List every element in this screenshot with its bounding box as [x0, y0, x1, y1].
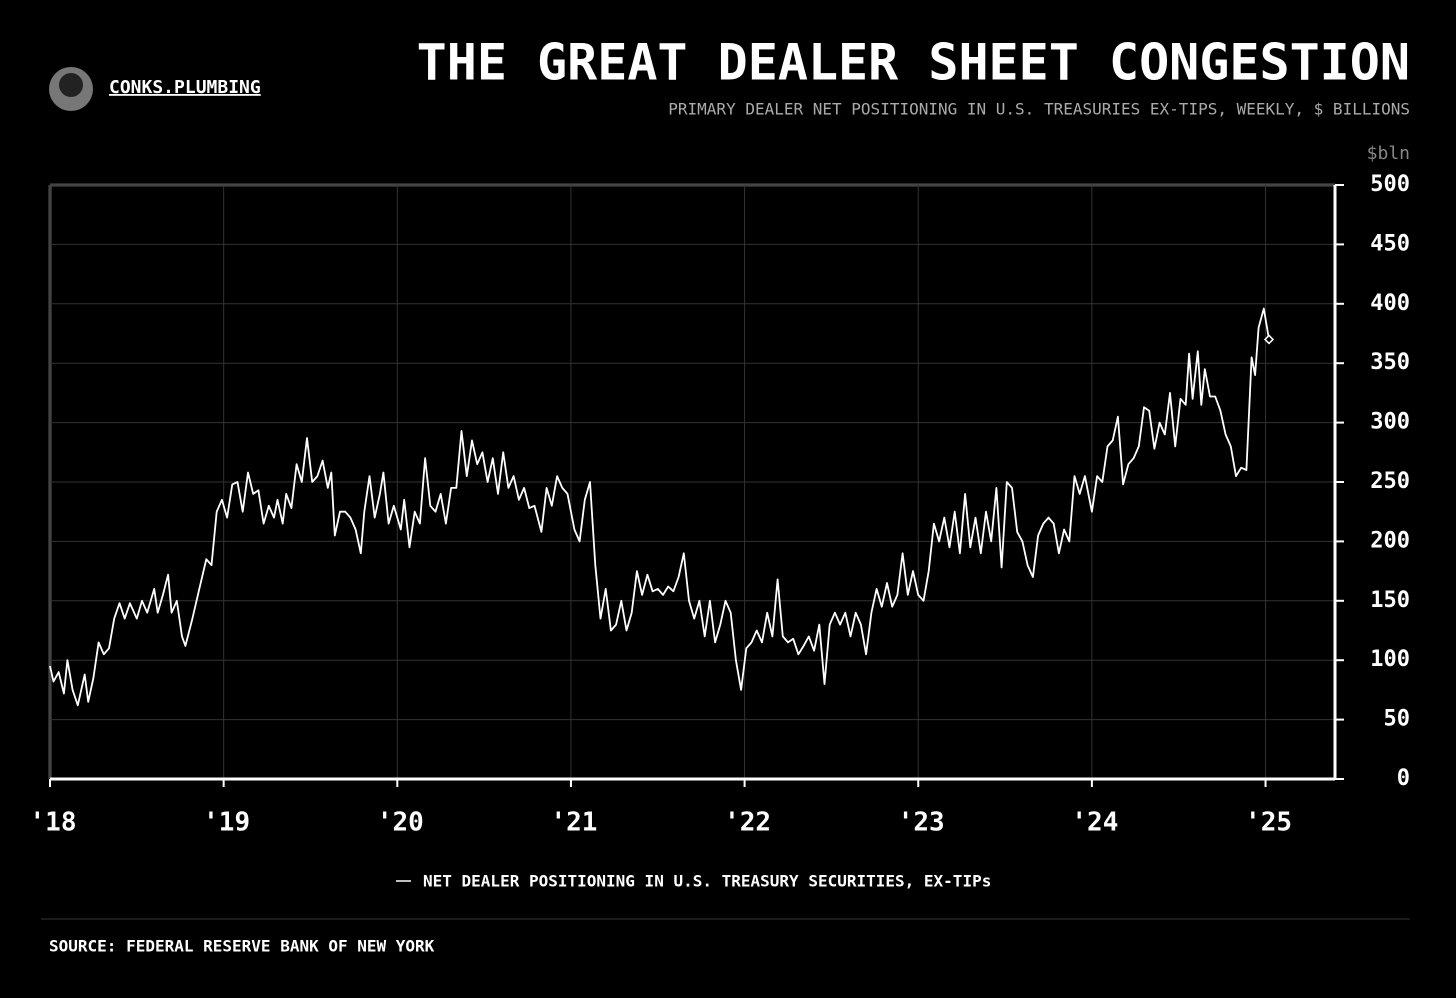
x-tick-label: '21 — [550, 808, 597, 838]
source: SOURCE: FEDERAL RESERVE BANK OF NEW YORK — [49, 937, 435, 956]
y-tick-label: 50 — [1384, 707, 1411, 732]
x-tick-label: '23 — [898, 808, 945, 838]
y-tick-label: 0 — [1397, 766, 1410, 791]
y-axis-label: $bln — [1367, 143, 1410, 164]
x-tick-label: '19 — [203, 808, 250, 838]
y-tick-label: 200 — [1370, 528, 1410, 553]
x-tick-label: '24 — [1071, 808, 1118, 838]
y-tick-label: 150 — [1370, 588, 1410, 613]
y-tick-label: 350 — [1370, 350, 1410, 375]
chart-title: THE GREAT DEALER SHEET CONGESTION — [417, 34, 1410, 92]
end-marker — [1263, 334, 1275, 345]
y-tick-label: 450 — [1370, 231, 1410, 256]
y-tick-label: 500 — [1370, 172, 1410, 197]
x-tick-label: '20 — [377, 808, 424, 838]
x-tick-label: '22 — [724, 808, 771, 838]
y-tick-label: 100 — [1370, 647, 1410, 672]
line — [49, 307, 1270, 707]
y-tick-label: 250 — [1370, 469, 1410, 494]
subtitle: PRIMARY DEALER NET POSITIONING IN U.S. T… — [668, 100, 1410, 119]
legend-label: NET DEALER POSITIONING IN U.S. TREASURY … — [423, 872, 991, 891]
logo-face — [59, 73, 83, 97]
x-tick-label: '18 — [30, 808, 77, 838]
y-tick-label: 400 — [1370, 291, 1410, 316]
x-tick-label: '25 — [1245, 808, 1292, 838]
brand: CONKS.PLUMBING — [109, 77, 261, 98]
y-tick-label: 300 — [1370, 410, 1410, 435]
